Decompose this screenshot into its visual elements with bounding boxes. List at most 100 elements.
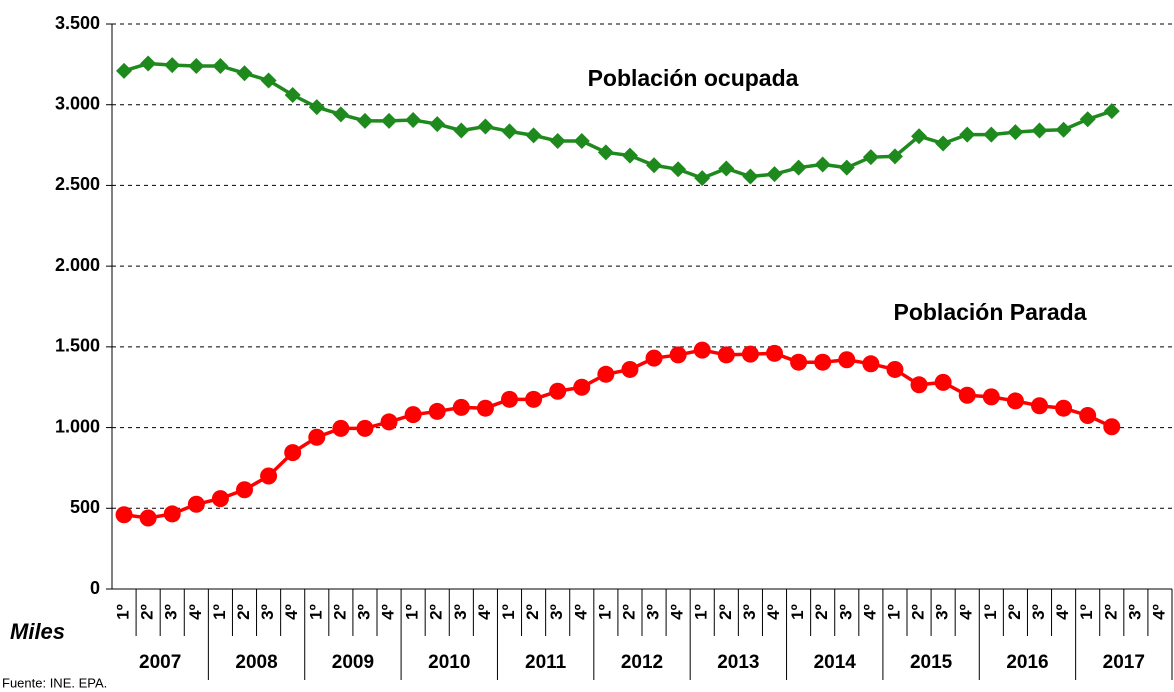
x-tick-label: 3º (740, 604, 759, 620)
x-tick-label: 4º (1149, 604, 1168, 620)
marker (140, 55, 157, 72)
marker (814, 156, 831, 173)
marker (356, 419, 374, 437)
marker (741, 345, 759, 363)
marker (597, 144, 614, 161)
year-label: 2013 (717, 652, 759, 673)
marker (429, 116, 446, 133)
marker (187, 495, 205, 513)
marker (645, 349, 663, 367)
x-tick-label: 3º (644, 604, 663, 620)
marker (260, 467, 278, 485)
year-label: 2016 (1006, 652, 1048, 673)
marker (525, 127, 542, 144)
marker (573, 378, 591, 396)
y-tick-label: 1.500 (55, 336, 100, 356)
y-tick-label: 3.500 (55, 13, 100, 33)
marker (332, 419, 350, 437)
x-tick-label: 3º (933, 604, 952, 620)
y-unit-label: Miles (10, 619, 65, 644)
y-tick-label: 0 (90, 578, 100, 598)
marker (597, 365, 615, 383)
y-tick-label: 2.500 (55, 174, 100, 194)
marker (404, 406, 422, 424)
x-tick-label: 1º (884, 604, 903, 620)
marker (501, 390, 518, 408)
annotation: Población ocupada (588, 65, 799, 91)
x-tick-label: 4º (764, 604, 783, 620)
x-tick-label: 1º (306, 604, 325, 620)
marker (549, 382, 567, 400)
source-note: Fuente: INE. EPA. (2, 675, 107, 690)
marker (693, 341, 711, 359)
x-tick-label: 4º (282, 604, 301, 620)
marker (959, 126, 976, 143)
marker (935, 135, 952, 152)
x-tick-label: 4º (571, 604, 590, 620)
x-tick-label: 2º (909, 604, 928, 620)
x-tick-label: 2º (1101, 604, 1120, 620)
marker (790, 159, 807, 176)
marker (284, 87, 301, 104)
marker (1079, 111, 1096, 128)
x-tick-label: 2º (330, 604, 349, 620)
marker (477, 118, 494, 135)
marker (188, 57, 205, 74)
marker (236, 481, 253, 499)
marker (766, 344, 783, 362)
marker (1079, 406, 1097, 424)
x-tick-label: 3º (451, 604, 470, 620)
marker (1055, 399, 1073, 417)
x-tick-label: 3º (836, 604, 855, 620)
marker (308, 428, 326, 446)
marker (694, 170, 711, 187)
marker (405, 112, 422, 129)
marker (212, 57, 229, 74)
x-tick-label: 2º (427, 604, 446, 620)
marker (115, 506, 133, 524)
x-tick-label: 3º (1029, 604, 1048, 620)
marker (790, 353, 808, 371)
marker (621, 147, 638, 164)
y-tick-label: 2.000 (55, 255, 100, 275)
marker (838, 159, 855, 176)
x-tick-label: 2º (138, 604, 157, 620)
marker (983, 126, 1000, 143)
marker (356, 112, 373, 129)
marker (452, 398, 470, 416)
marker (886, 360, 904, 378)
marker (1103, 103, 1120, 120)
x-tick-label: 3º (547, 604, 566, 620)
x-tick-label: 3º (1125, 604, 1144, 620)
marker (116, 62, 133, 79)
year-label: 2010 (428, 652, 470, 673)
marker (670, 161, 687, 178)
marker (1031, 122, 1048, 139)
marker (862, 149, 879, 166)
marker (862, 355, 880, 373)
marker (332, 106, 349, 123)
x-tick-label: 1º (114, 604, 133, 620)
marker (1055, 121, 1072, 138)
x-tick-label: 1º (595, 604, 614, 620)
x-tick-label: 1º (1077, 604, 1096, 620)
marker (139, 509, 157, 527)
marker (1031, 397, 1048, 415)
x-tick-label: 4º (668, 604, 687, 620)
year-label: 2015 (910, 652, 953, 673)
x-tick-label: 4º (379, 604, 398, 620)
marker (646, 157, 663, 174)
x-tick-label: 3º (354, 604, 373, 620)
x-tick-label: 2º (619, 604, 638, 620)
marker (549, 133, 566, 150)
marker (934, 373, 952, 391)
marker (621, 360, 639, 378)
marker (669, 346, 687, 364)
marker (958, 386, 976, 404)
x-tick-label: 1º (981, 604, 1000, 620)
marker (718, 160, 735, 177)
marker (163, 505, 181, 523)
x-tick-label: 4º (186, 604, 205, 620)
marker (911, 128, 928, 145)
